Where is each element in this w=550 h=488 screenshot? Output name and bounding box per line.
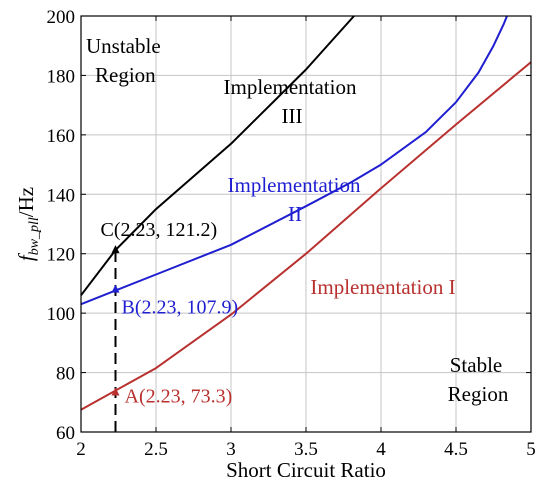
marker-b	[111, 284, 120, 293]
x-tick-label: 3	[226, 439, 236, 460]
y-tick-label: 200	[47, 7, 76, 28]
grid	[80, 15, 532, 433]
series-line-implementation-ii	[80, 15, 508, 306]
y-tick-label: 80	[56, 364, 75, 385]
annotations-group: Unstable Region Stable Region Implementation…	[86, 34, 509, 406]
y-tick-label: 160	[47, 126, 76, 147]
y-axis-label-sub: bw_pll	[27, 217, 42, 255]
y-tick-label: 140	[47, 185, 76, 206]
implementation-iii-label-line1: Implementation	[224, 75, 357, 99]
y-tick-label: 120	[47, 245, 76, 266]
x-tick-label: 2	[76, 439, 86, 460]
marker-c	[111, 245, 120, 254]
y-tick-label: 180	[47, 66, 76, 87]
x-tick-label: 5	[526, 439, 536, 460]
series-line-implementation-iii	[80, 15, 355, 296]
ticks-group: 2 2.5 3 3.5 4 4.5 5 60 80 100 120 140 160 180 200	[47, 7, 536, 460]
y-axis-label-main: f	[14, 252, 38, 261]
y-axis-label: fbw_pll/Hz	[14, 187, 42, 261]
marker-a	[111, 387, 120, 396]
marker-label: A(2.23, 73.3)	[125, 385, 233, 407]
implementation-i-label: Implementation I	[310, 275, 455, 299]
x-tick-label: 3.5	[294, 439, 318, 460]
markers-group: C(2.23, 121.2) B(2.23, 107.9) A(2.23, 73.3…	[101, 219, 239, 407]
x-tick-label: 4.5	[444, 439, 468, 460]
x-tick-label: 4	[376, 439, 386, 460]
y-tick-label: 60	[56, 423, 75, 444]
x-tick-label: 2.5	[144, 439, 168, 460]
stable-region-label-line1: Stable	[450, 353, 503, 377]
implementation-ii-label-line2: II	[288, 202, 302, 226]
y-tick-label: 100	[47, 304, 76, 325]
series-line-implementation-i	[80, 61, 532, 411]
unstable-region-label-line2: Region	[95, 63, 156, 87]
unstable-region-label-line1: Unstable	[86, 34, 161, 58]
x-axis-label: Short Circuit Ratio	[226, 458, 386, 482]
series-group	[80, 15, 532, 411]
stable-region-label-line2: Region	[448, 382, 509, 406]
marker-label: B(2.23, 107.9)	[122, 297, 239, 319]
implementation-iii-label-line2: III	[282, 104, 303, 128]
y-axis-label-unit: /Hz	[14, 187, 38, 217]
implementation-ii-label-line1: Implementation	[228, 173, 361, 197]
marker-label: C(2.23, 121.2)	[101, 219, 218, 241]
